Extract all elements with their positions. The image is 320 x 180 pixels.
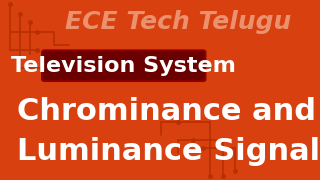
Text: ECE Tech Telugu: ECE Tech Telugu <box>65 10 291 34</box>
Text: Television System: Television System <box>11 56 236 76</box>
Text: Luminance Signal: Luminance Signal <box>17 137 320 166</box>
FancyBboxPatch shape <box>42 50 205 81</box>
Text: Chrominance and: Chrominance and <box>17 97 316 126</box>
